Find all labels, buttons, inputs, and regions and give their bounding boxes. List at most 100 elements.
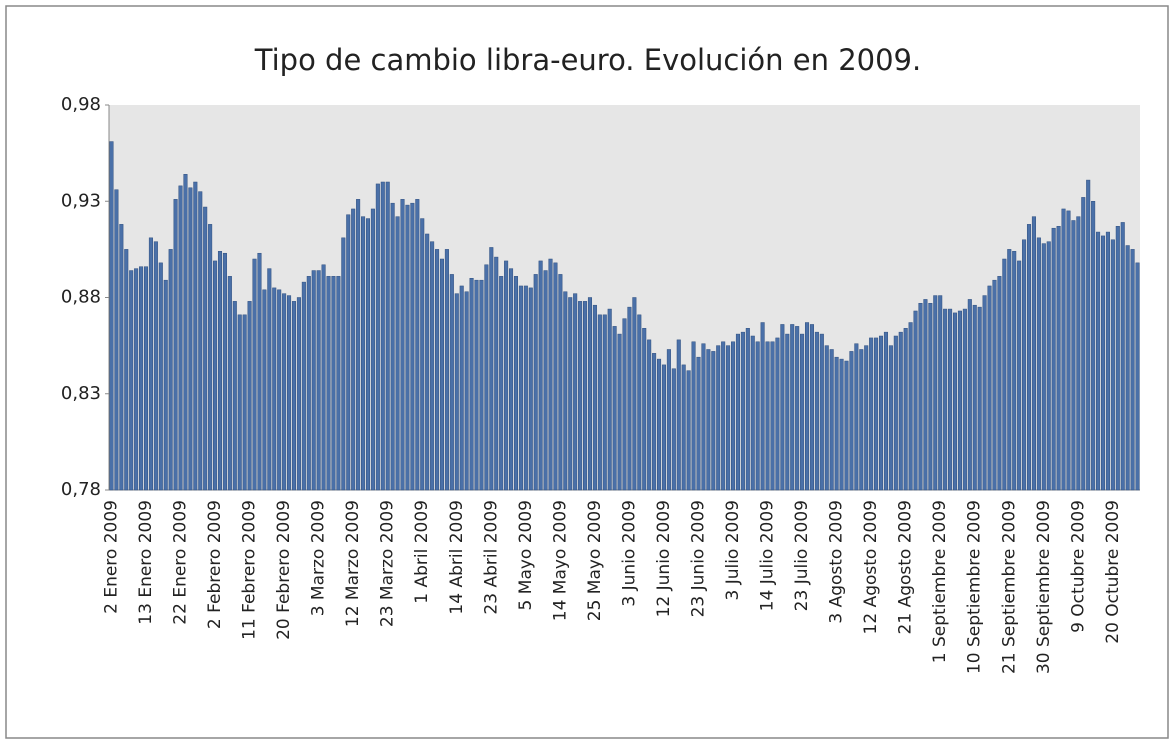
bar [795,326,800,491]
bar [1031,216,1036,491]
bar [375,183,380,491]
bar [124,249,129,491]
bar [933,295,938,491]
bar [775,337,780,491]
bar [800,333,805,491]
bar [563,291,568,491]
bar [706,349,711,491]
bar [750,335,755,491]
bar [602,314,607,491]
bar [459,285,464,491]
bar [444,249,449,491]
bar [272,287,277,491]
bar [1022,239,1027,491]
bar [790,324,795,491]
bar [992,279,997,491]
bar [464,291,469,491]
bar [489,247,494,491]
bar [726,345,731,491]
bar [1086,179,1091,491]
bar [513,276,518,491]
bar [282,293,287,491]
bar [721,341,726,491]
x-tick-label: 13 Enero 2009 [136,500,156,625]
bar [173,199,178,491]
bar [676,339,681,491]
bar [893,335,898,491]
bar [267,268,272,491]
bar [538,260,543,491]
bar [558,274,563,491]
x-tick-label: 10 Septiembre 2009 [965,500,985,674]
bar [1051,227,1056,491]
bar [642,328,647,491]
bar [400,199,405,491]
bar [341,237,346,491]
bar [666,349,671,491]
y-tick-label: 0,78 [61,479,101,500]
x-tick-label: 22 Enero 2009 [171,500,191,625]
bar [785,333,790,491]
bar [454,293,459,491]
bar [948,308,953,491]
bar [913,310,918,491]
bar [834,356,839,491]
y-tick-label: 0,83 [61,383,101,404]
bar [957,310,962,491]
bar [365,218,371,491]
bar [573,293,578,491]
x-tick-label: 3 Marzo 2009 [309,500,329,616]
x-tick-label: 11 Febrero 2009 [240,500,260,640]
bar [1115,226,1120,491]
x-tick-label: 21 Septiembre 2009 [999,500,1019,674]
bar [183,174,188,491]
bar [1130,249,1135,491]
bar [928,303,933,491]
bar [1125,245,1130,491]
bar [247,301,252,491]
bar [504,260,509,491]
bar [637,314,642,491]
x-tick-label: 30 Septiembre 2009 [1034,500,1054,674]
bar [1091,201,1096,491]
bar [804,322,810,491]
bar [612,326,617,491]
bar [814,331,819,491]
bar [1012,251,1017,491]
bar [469,278,474,491]
bar [528,287,533,491]
bar [854,343,859,491]
x-tick-label: 1 Septiembre 2009 [930,500,950,663]
bar [874,337,879,491]
bar [597,314,602,491]
bar [435,249,440,491]
bar [622,318,627,491]
bar [888,345,893,491]
bar [671,368,676,491]
bar [1056,226,1061,491]
bar [361,216,366,491]
x-tick-label: 9 Octubre 2009 [1068,500,1088,633]
bar [415,199,420,491]
x-tick-label: 23 Junio 2009 [688,500,708,617]
chart-title: Tipo de cambio libra-euro. Evolución en … [254,43,921,77]
bar [967,299,972,491]
bar [296,297,301,491]
bar [1061,208,1066,491]
bar [1081,197,1086,491]
bar [745,328,750,491]
bar [972,304,977,491]
bar [208,224,213,491]
bar [883,331,888,491]
bar [770,341,775,491]
bar [499,276,504,491]
bar [701,343,706,491]
bar [696,356,701,491]
x-tick-label: 1 Abril 2009 [412,500,432,604]
x-tick-label: 12 Marzo 2009 [343,500,363,627]
bar [203,206,208,491]
x-tick-label: 25 Mayo 2009 [585,500,605,621]
bar [287,295,292,491]
bar [148,237,153,491]
